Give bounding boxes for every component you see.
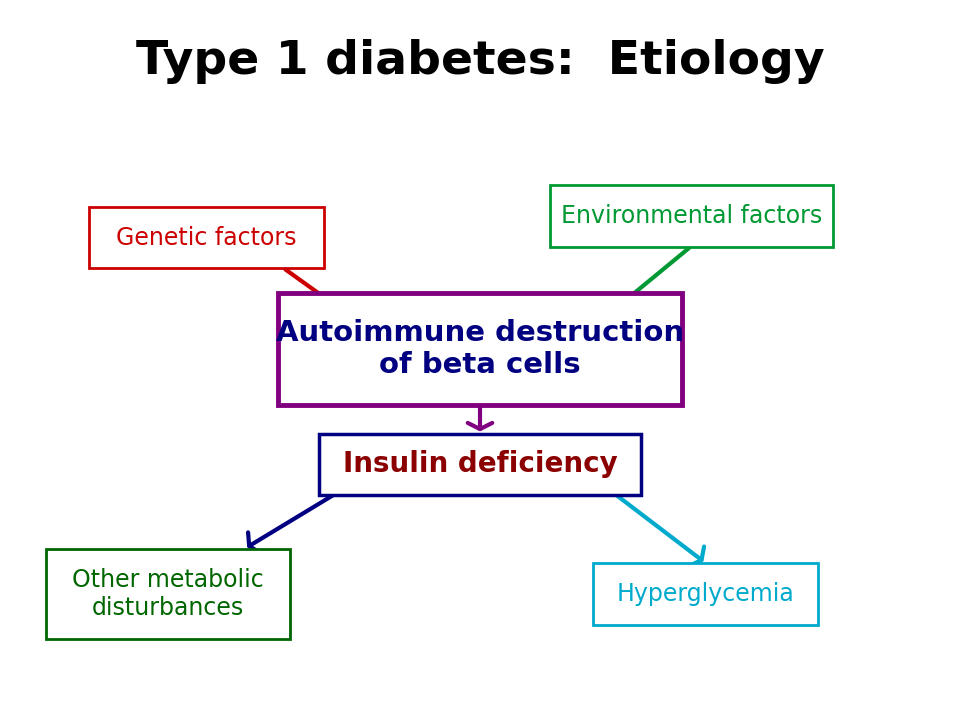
FancyBboxPatch shape bbox=[592, 563, 818, 624]
FancyBboxPatch shape bbox=[319, 433, 641, 495]
FancyBboxPatch shape bbox=[549, 186, 832, 246]
FancyBboxPatch shape bbox=[278, 294, 682, 405]
FancyBboxPatch shape bbox=[45, 549, 290, 639]
Text: Insulin deficiency: Insulin deficiency bbox=[343, 451, 617, 478]
FancyBboxPatch shape bbox=[88, 207, 324, 268]
Text: Hyperglycemia: Hyperglycemia bbox=[616, 582, 795, 606]
Text: Environmental factors: Environmental factors bbox=[561, 204, 822, 228]
Text: Type 1 diabetes:  Etiology: Type 1 diabetes: Etiology bbox=[135, 39, 825, 84]
Text: Autoimmune destruction
of beta cells: Autoimmune destruction of beta cells bbox=[276, 319, 684, 379]
Text: Other metabolic
disturbances: Other metabolic disturbances bbox=[72, 568, 264, 620]
Text: Genetic factors: Genetic factors bbox=[116, 225, 297, 250]
